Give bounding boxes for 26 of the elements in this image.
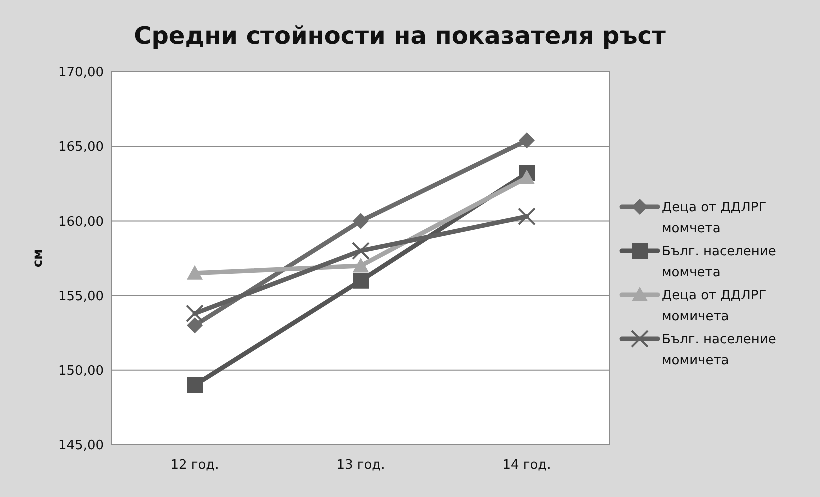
chart-title: Средни стойности на показателя ръст <box>134 22 666 50</box>
x-tick-label: 12 год. <box>170 458 220 473</box>
point <box>187 377 203 394</box>
y-axis-title: см <box>31 249 46 268</box>
y-tick-label: 160,00 <box>58 214 104 230</box>
y-tick-label: 165,00 <box>58 140 104 156</box>
legend-label: Деца от ДДЛРГ момчета <box>662 200 767 237</box>
point <box>353 258 369 272</box>
legend-label: Деца от ДДЛРГ момичета <box>662 288 767 325</box>
point <box>353 272 369 289</box>
point <box>186 304 204 323</box>
point <box>519 170 535 184</box>
x-tick-label: 13 год. <box>336 458 386 473</box>
y-tick-label: 170,00 <box>58 66 104 81</box>
point <box>519 132 535 149</box>
point <box>518 208 536 226</box>
legend-label: Бълг. население момчета <box>662 244 776 281</box>
x-tick-label: 14 год. <box>502 458 552 473</box>
y-tick-label: 145,00 <box>58 438 104 454</box>
point <box>187 318 203 334</box>
legend-label: Бълг. население момичета <box>662 332 776 369</box>
point <box>353 213 369 230</box>
point <box>187 265 203 280</box>
y-tick-label: 155,00 <box>58 289 104 304</box>
point <box>352 242 370 260</box>
y-tick-label: 150,00 <box>58 364 104 379</box>
